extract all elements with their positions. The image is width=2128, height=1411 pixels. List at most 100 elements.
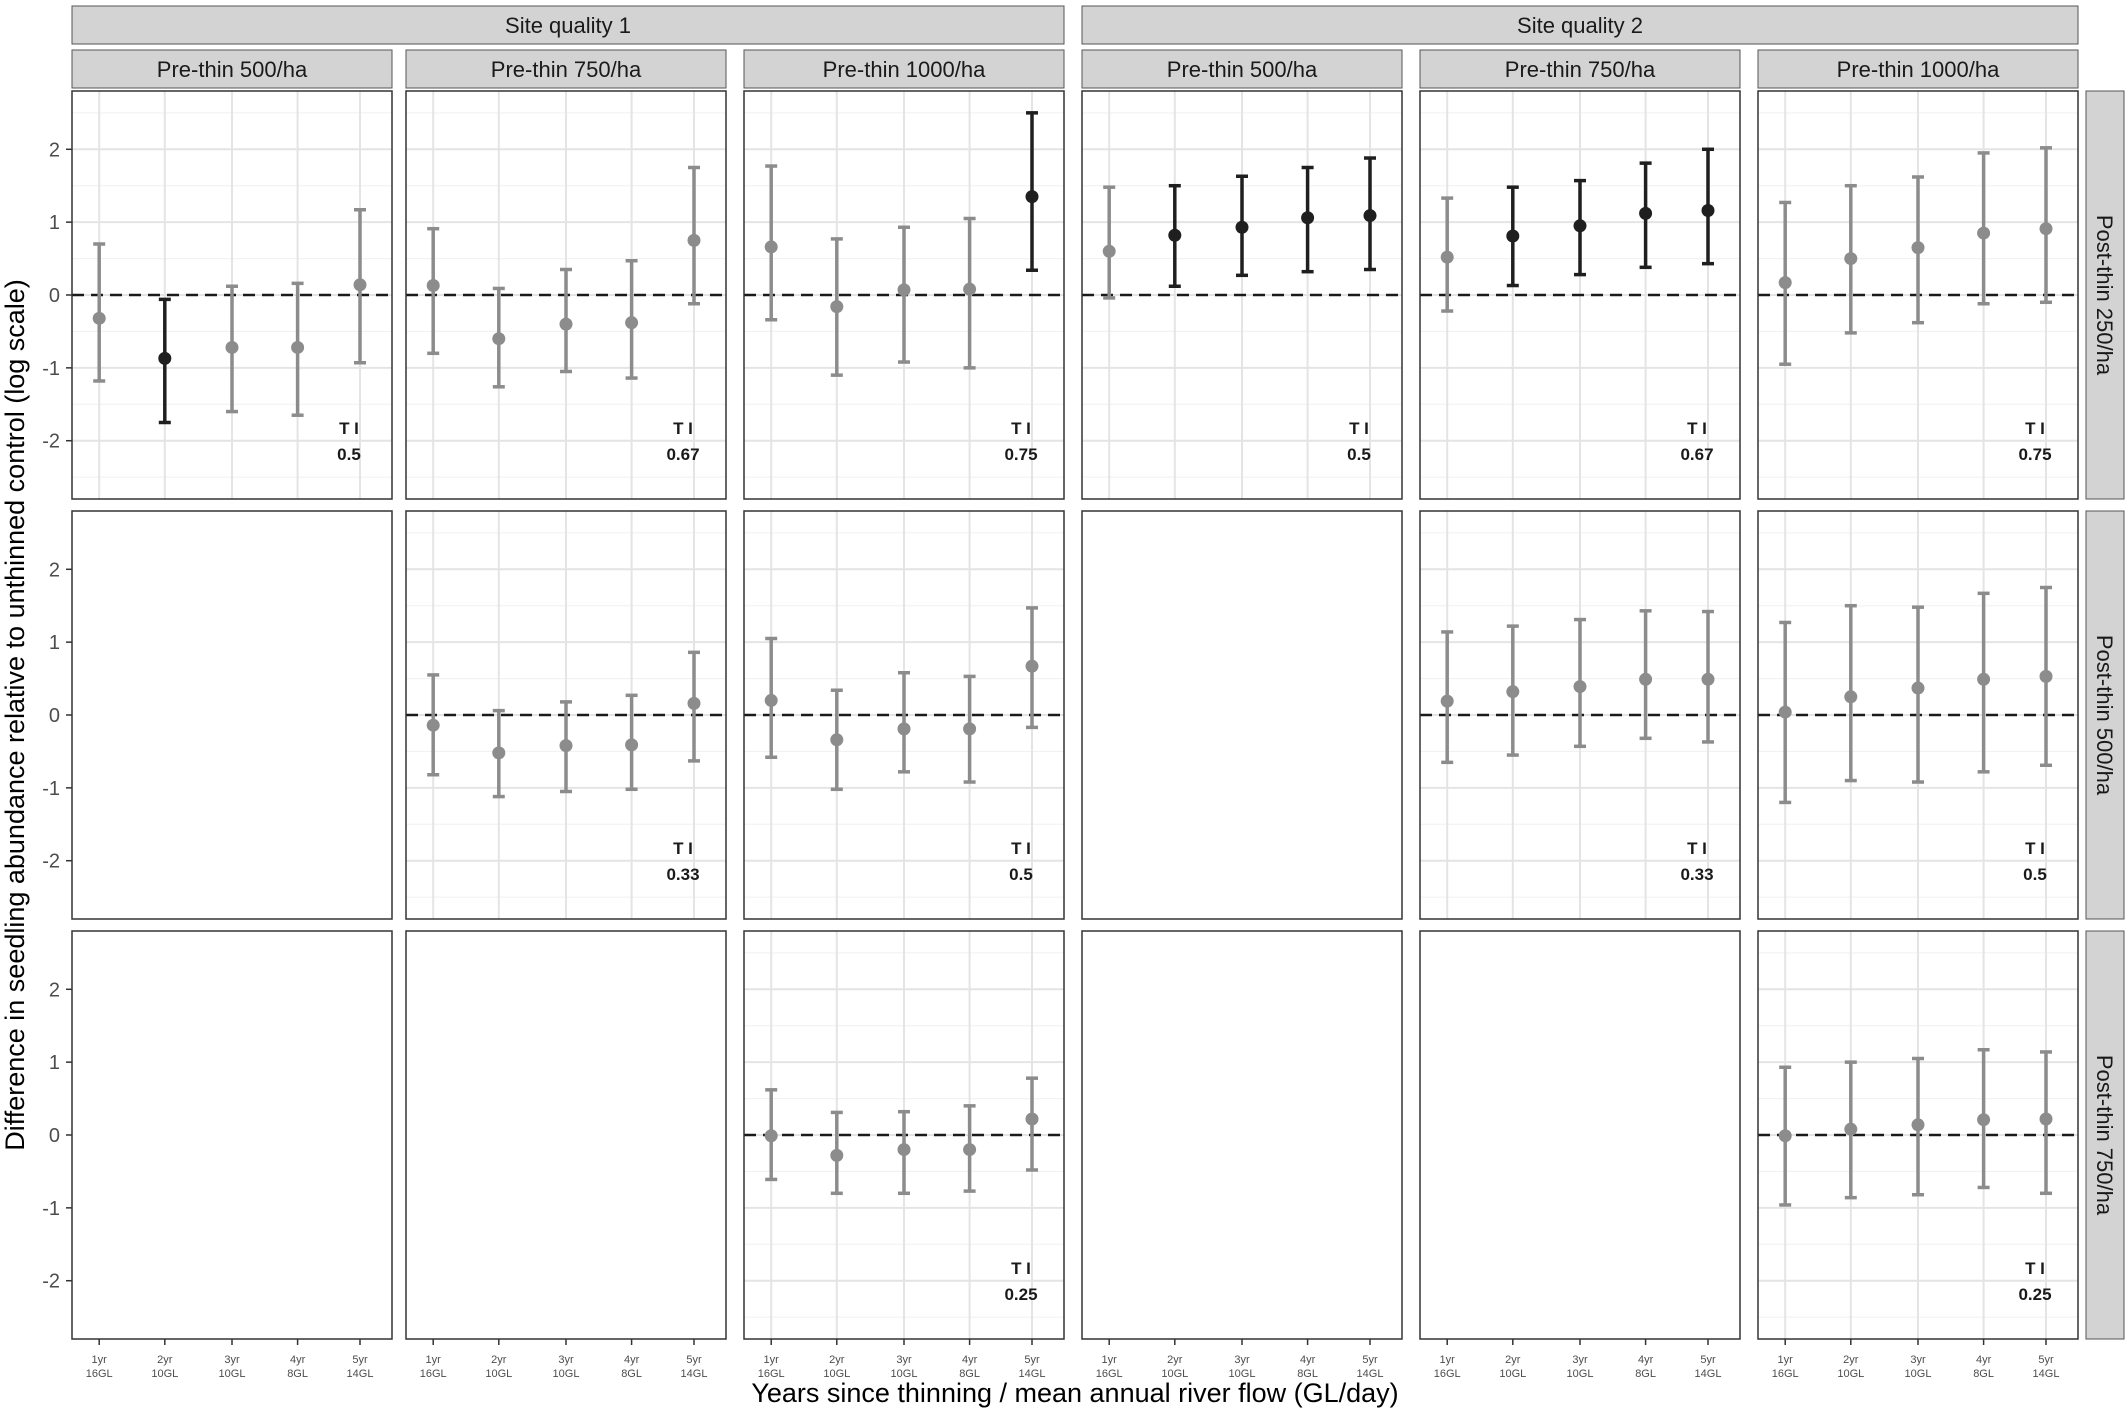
y-tick-label: 2 bbox=[49, 979, 60, 1001]
data-point bbox=[1168, 228, 1182, 242]
panel-r2-c1 bbox=[405, 930, 727, 1340]
pre-thin-label: Pre-thin 500/ha bbox=[157, 57, 308, 82]
data-point bbox=[830, 1148, 844, 1162]
panel-border bbox=[1081, 510, 1403, 920]
x-tick-year: 4yr bbox=[962, 1354, 978, 1366]
panel-border bbox=[743, 90, 1065, 500]
site-quality-label: Site quality 1 bbox=[505, 13, 631, 38]
data-point bbox=[1573, 219, 1587, 233]
data-point bbox=[1911, 681, 1925, 695]
x-tick-year: 4yr bbox=[290, 1354, 306, 1366]
x-tick-year: 1yr bbox=[92, 1354, 108, 1366]
x-tick-year: 5yr bbox=[686, 1354, 702, 1366]
x-tick-flow: 16GL bbox=[1434, 1368, 1461, 1380]
x-tick-year: 4yr bbox=[1976, 1354, 1992, 1366]
data-point bbox=[764, 693, 778, 707]
y-tick-label: 0 bbox=[49, 1125, 60, 1147]
site-quality-label: Site quality 2 bbox=[1517, 13, 1643, 38]
data-point bbox=[1440, 250, 1454, 264]
data-point bbox=[1573, 680, 1587, 694]
data-point bbox=[963, 722, 977, 736]
data-point bbox=[764, 1129, 778, 1143]
ti-label: T I bbox=[2025, 419, 2045, 438]
x-tick-flow: 10GL bbox=[1161, 1368, 1188, 1380]
x-tick-year: 3yr bbox=[224, 1354, 240, 1366]
x-tick-year: 5yr bbox=[1700, 1354, 1716, 1366]
data-point bbox=[1977, 226, 1991, 240]
data-point bbox=[1778, 276, 1792, 290]
pre-thin-strip bbox=[405, 49, 727, 89]
data-point bbox=[1025, 1112, 1039, 1126]
pre-thin-strip bbox=[743, 49, 1065, 89]
data-point bbox=[963, 1143, 977, 1157]
x-tick-year: 3yr bbox=[1910, 1354, 1926, 1366]
x-tick-year: 2yr bbox=[491, 1354, 507, 1366]
ti-label: T I bbox=[1349, 419, 1369, 438]
pre-thin-label: Pre-thin 500/ha bbox=[1167, 57, 1318, 82]
pre-thin-strip bbox=[1419, 49, 1741, 89]
x-tick-year: 4yr bbox=[624, 1354, 640, 1366]
ti-value: 0.25 bbox=[2018, 1285, 2051, 1304]
panel-r2-c2: T I 0.25 bbox=[743, 930, 1065, 1340]
ti-value: 0.67 bbox=[666, 445, 699, 464]
x-tick-flow: 14GL bbox=[1019, 1368, 1046, 1380]
x-tick-year: 3yr bbox=[896, 1354, 912, 1366]
x-tick-flow: 14GL bbox=[2033, 1368, 2060, 1380]
post-thin-label: Post-thin 500/ha bbox=[2092, 635, 2117, 796]
x-tick-flow: 16GL bbox=[420, 1368, 447, 1380]
panel-r0-c4: T I 0.67 bbox=[1419, 90, 1741, 500]
panel-border bbox=[1419, 510, 1741, 920]
x-tick-flow: 14GL bbox=[681, 1368, 708, 1380]
y-tick-label: -1 bbox=[42, 1198, 60, 1220]
panel-r2-c3 bbox=[1081, 930, 1403, 1340]
x-tick-year: 2yr bbox=[1505, 1354, 1521, 1366]
x-tick-flow: 16GL bbox=[86, 1368, 113, 1380]
panel-r1-c3 bbox=[1081, 510, 1403, 920]
data-point bbox=[1301, 211, 1315, 225]
data-point bbox=[2039, 669, 2053, 683]
data-point bbox=[492, 332, 506, 346]
x-tick-year: 3yr bbox=[1234, 1354, 1250, 1366]
site-quality-strip bbox=[71, 5, 1065, 45]
pre-thin-strip bbox=[1081, 49, 1403, 89]
data-point bbox=[426, 279, 440, 293]
data-point bbox=[1506, 229, 1520, 243]
panel-border bbox=[1757, 90, 2079, 500]
panel-border bbox=[405, 90, 727, 500]
data-point bbox=[1911, 1118, 1925, 1132]
panel-r1-c0 bbox=[71, 510, 393, 920]
panel-border bbox=[1419, 90, 1741, 500]
post-thin-strip bbox=[2085, 90, 2125, 500]
ti-value: 0.33 bbox=[1680, 865, 1713, 884]
ti-value: 0.75 bbox=[1004, 445, 1037, 464]
data-point bbox=[492, 746, 506, 760]
panel-border bbox=[1081, 930, 1403, 1340]
ti-label: T I bbox=[2025, 839, 2045, 858]
x-tick-flow: 10GL bbox=[219, 1368, 246, 1380]
x-tick-flow: 10GL bbox=[823, 1368, 850, 1380]
data-point bbox=[1844, 1122, 1858, 1136]
x-tick-year: 1yr bbox=[764, 1354, 780, 1366]
panel-border bbox=[71, 510, 393, 920]
x-tick-year: 3yr bbox=[558, 1354, 574, 1366]
data-point bbox=[1701, 672, 1715, 686]
x-tick-flow: 8GL bbox=[1973, 1368, 1994, 1380]
x-tick-flow: 8GL bbox=[959, 1368, 980, 1380]
x-tick-year: 3yr bbox=[1572, 1354, 1588, 1366]
panel-r2-c4 bbox=[1419, 930, 1741, 1340]
x-tick-year: 4yr bbox=[1638, 1354, 1654, 1366]
data-point bbox=[1025, 659, 1039, 673]
data-point bbox=[1778, 1129, 1792, 1143]
y-tick-label: -1 bbox=[42, 358, 60, 380]
pre-thin-strips: Pre-thin 500/ha Pre-thin 750/ha Pre-thin 1… bbox=[71, 49, 2079, 89]
x-tick-flow: 16GL bbox=[758, 1368, 785, 1380]
data-point bbox=[1701, 203, 1715, 217]
x-tick-flow: 16GL bbox=[1772, 1368, 1799, 1380]
data-point bbox=[2039, 222, 2053, 236]
x-tick-year: 1yr bbox=[426, 1354, 442, 1366]
ti-value: 0.5 bbox=[1009, 865, 1033, 884]
ti-label: T I bbox=[339, 419, 359, 438]
y-tick-label: -2 bbox=[42, 431, 60, 453]
ti-label: T I bbox=[1011, 1259, 1031, 1278]
x-tick-flow: 8GL bbox=[1635, 1368, 1656, 1380]
